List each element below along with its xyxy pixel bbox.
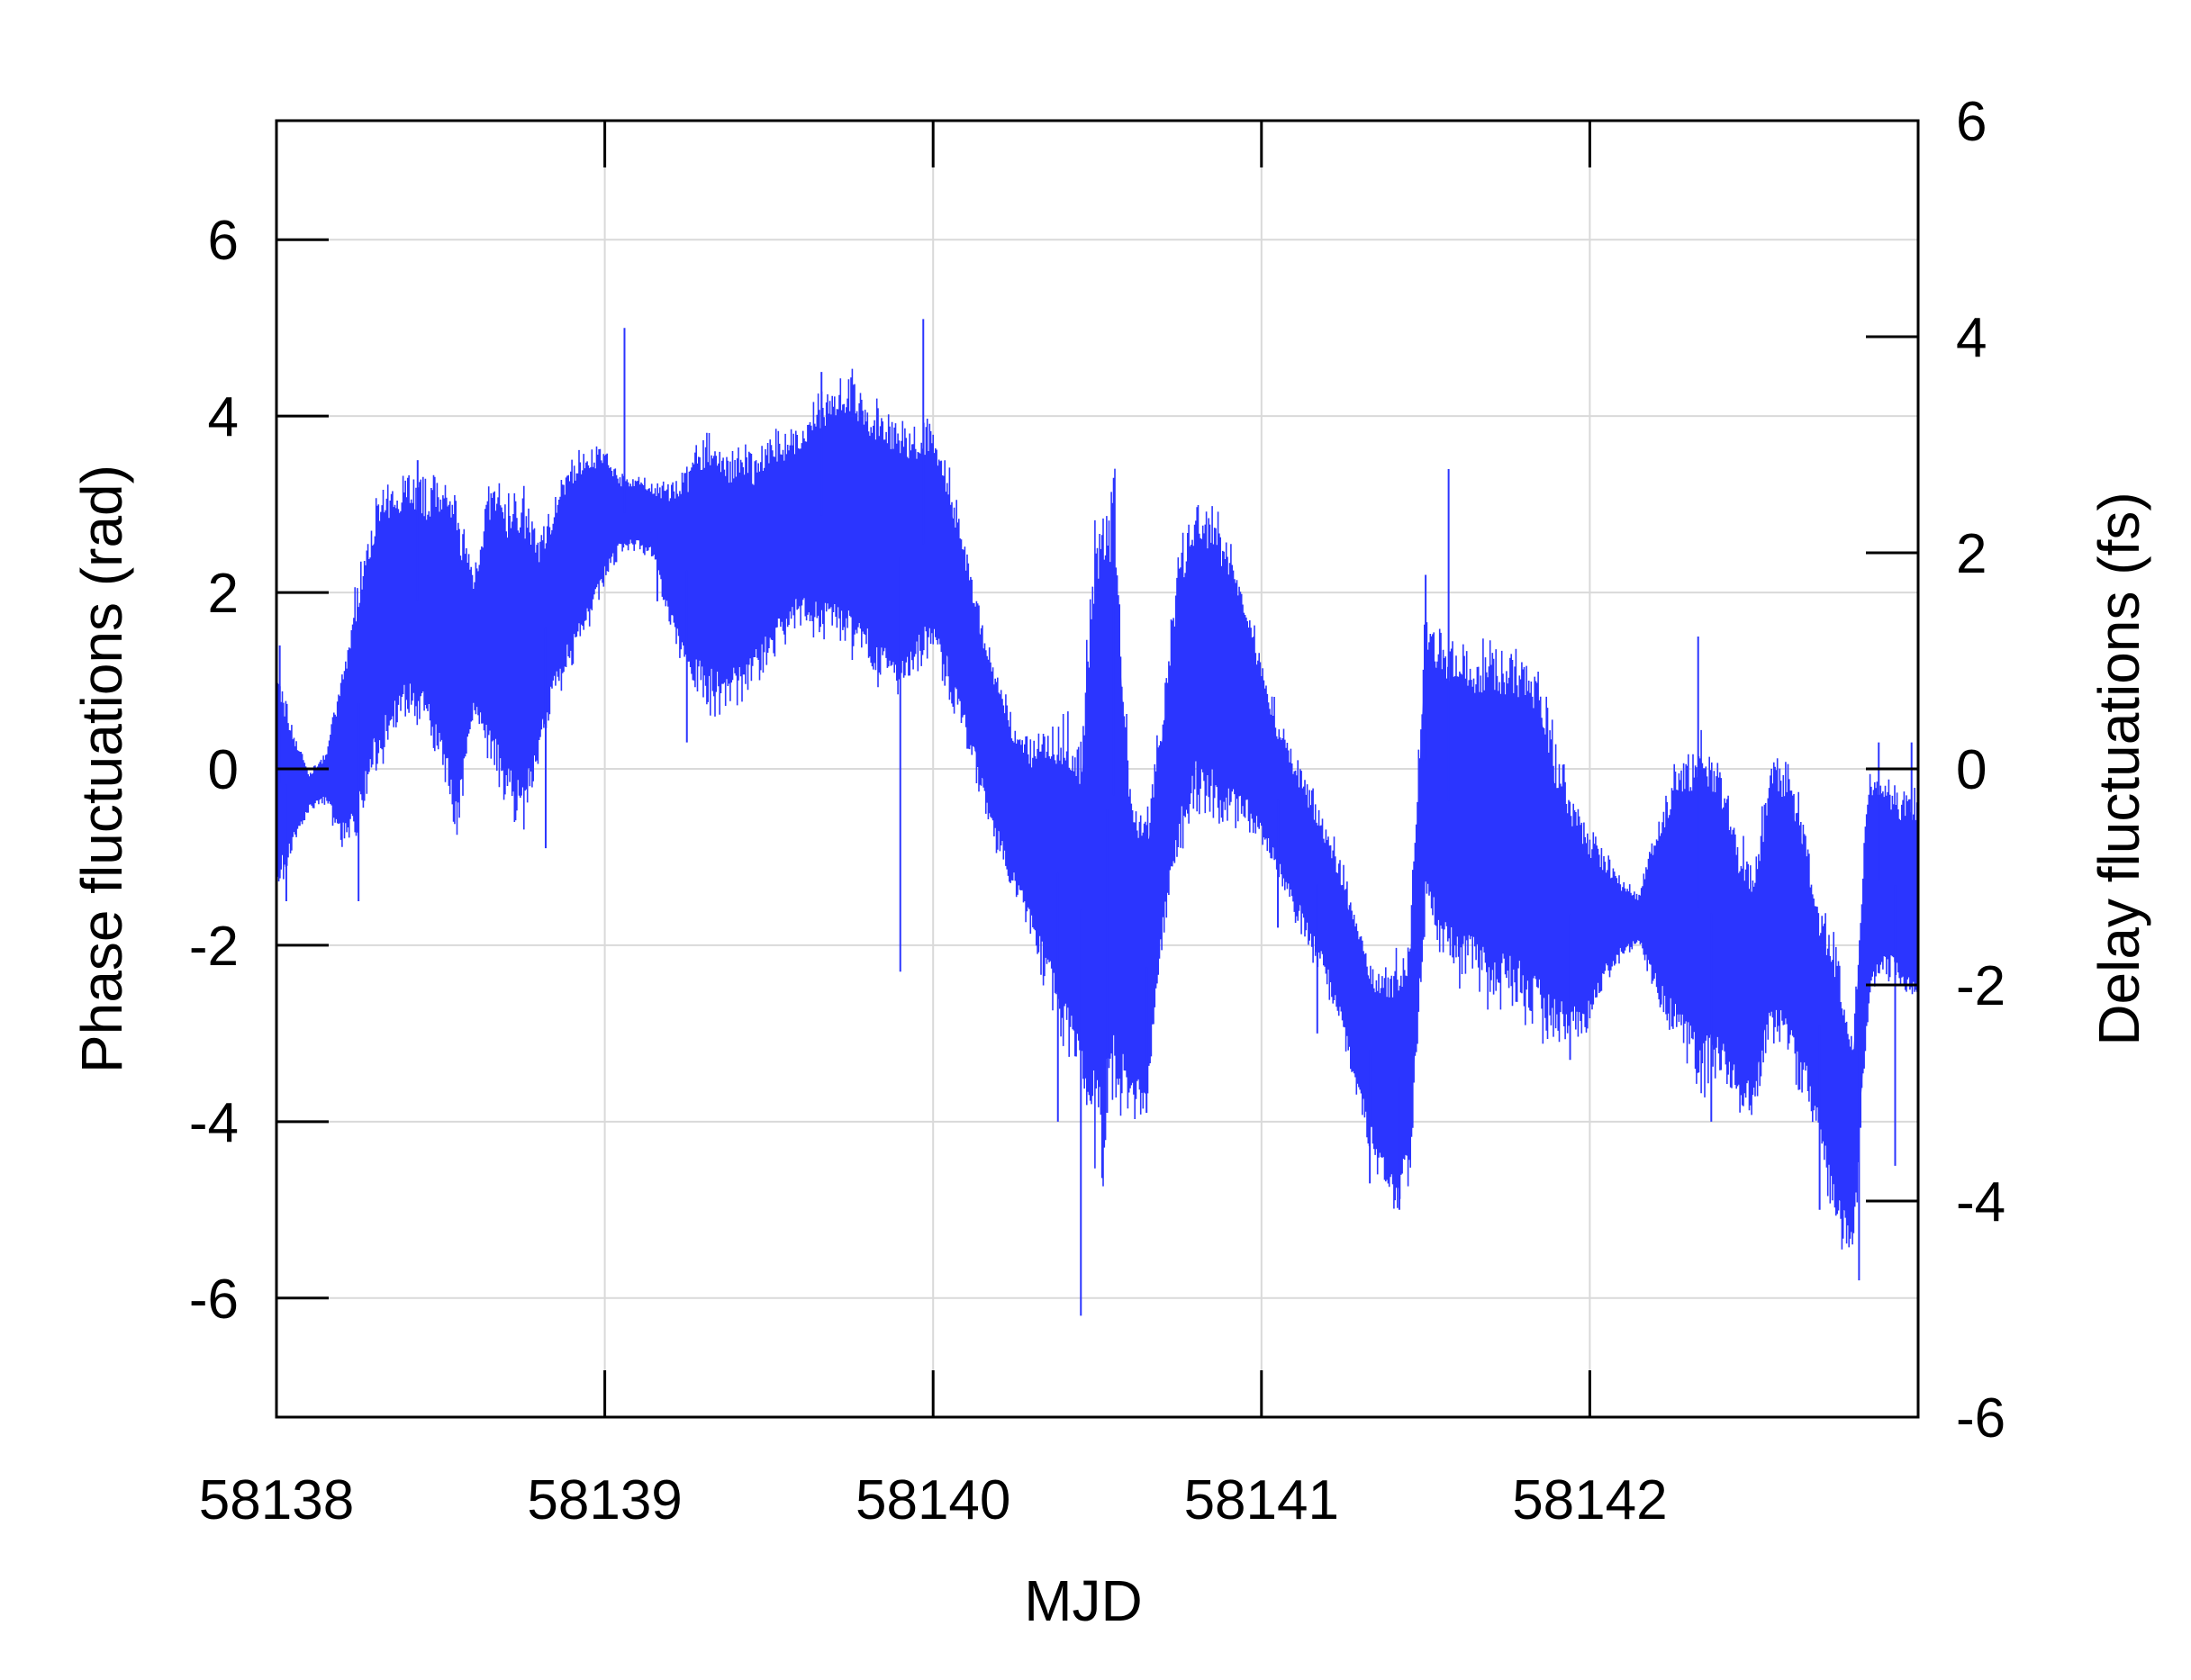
y-tick-label: 0	[208, 739, 239, 801]
y2-tick-label: -4	[1956, 1171, 2005, 1233]
x-tick-label: 58139	[527, 1469, 682, 1531]
x-tick-label: 58141	[1184, 1469, 1339, 1531]
y2-tick-label: 4	[1956, 307, 1987, 369]
y2-tick-label: 6	[1956, 91, 1987, 153]
y-tick-label: 4	[208, 386, 239, 448]
y-tick-label: -6	[189, 1269, 239, 1331]
y-tick-label: 6	[208, 210, 239, 272]
y2-tick-label: 2	[1956, 523, 1987, 585]
y-tick-label: 2	[208, 563, 239, 625]
x-axis-title: MJD	[1024, 1568, 1143, 1633]
x-tick-label: 58138	[199, 1469, 354, 1531]
y-tick-label: -2	[189, 916, 239, 978]
y-axis-title: Phase fluctuations (rad)	[69, 465, 134, 1073]
y-tick-label: -4	[189, 1092, 239, 1154]
axis-ticks	[275, 119, 1918, 1419]
tick-labels: 58138 58139 58140 58141 58142 -6 -4 -2 0 2 4 6 -6 -4 -…	[189, 91, 2005, 1531]
x-tick-label: 58142	[1512, 1469, 1667, 1531]
data-series-noise	[276, 368, 1919, 1250]
y2-tick-label: 0	[1956, 739, 1987, 801]
y2-axis-title: Delay fluctuations (fs)	[2087, 492, 2151, 1045]
y2-tick-label: -6	[1956, 1387, 2005, 1450]
plot-area	[276, 319, 1919, 1316]
y2-tick-label: -2	[1956, 955, 2005, 1017]
x-tick-label: 58140	[856, 1469, 1010, 1531]
